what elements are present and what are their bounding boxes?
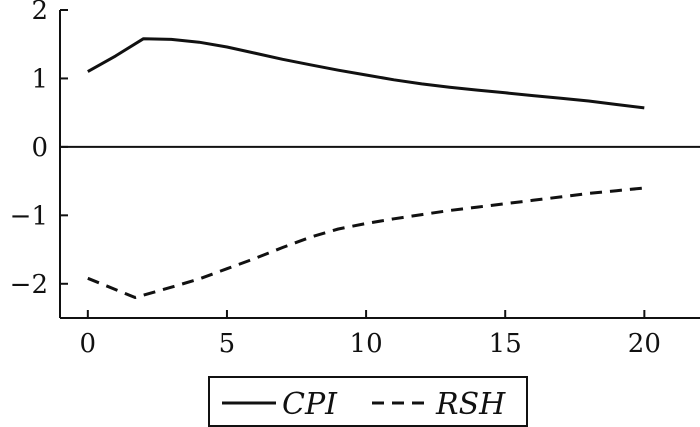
- y-tick-label: 1: [31, 64, 48, 94]
- x-tick-label: 0: [80, 329, 97, 359]
- series-layer: [87, 37, 645, 299]
- x-tick-label: 15: [489, 329, 522, 359]
- x-tick-label: 20: [628, 329, 661, 359]
- axes: [59, 10, 700, 319]
- series-cpi-line: [87, 37, 645, 110]
- x-tick-label: 5: [219, 329, 236, 359]
- y-tick-label: 2: [31, 0, 48, 26]
- series-rsh-line: [87, 186, 645, 299]
- y-tick-label: −2: [10, 270, 48, 300]
- legend-rsh-label: RSH: [435, 387, 506, 422]
- legend: CPI RSH: [208, 376, 528, 427]
- y-tick-label: −1: [10, 201, 48, 231]
- x-tick-label: 10: [350, 329, 383, 359]
- legend-cpi-label: CPI: [282, 387, 338, 422]
- y-tick-label: 0: [31, 133, 48, 163]
